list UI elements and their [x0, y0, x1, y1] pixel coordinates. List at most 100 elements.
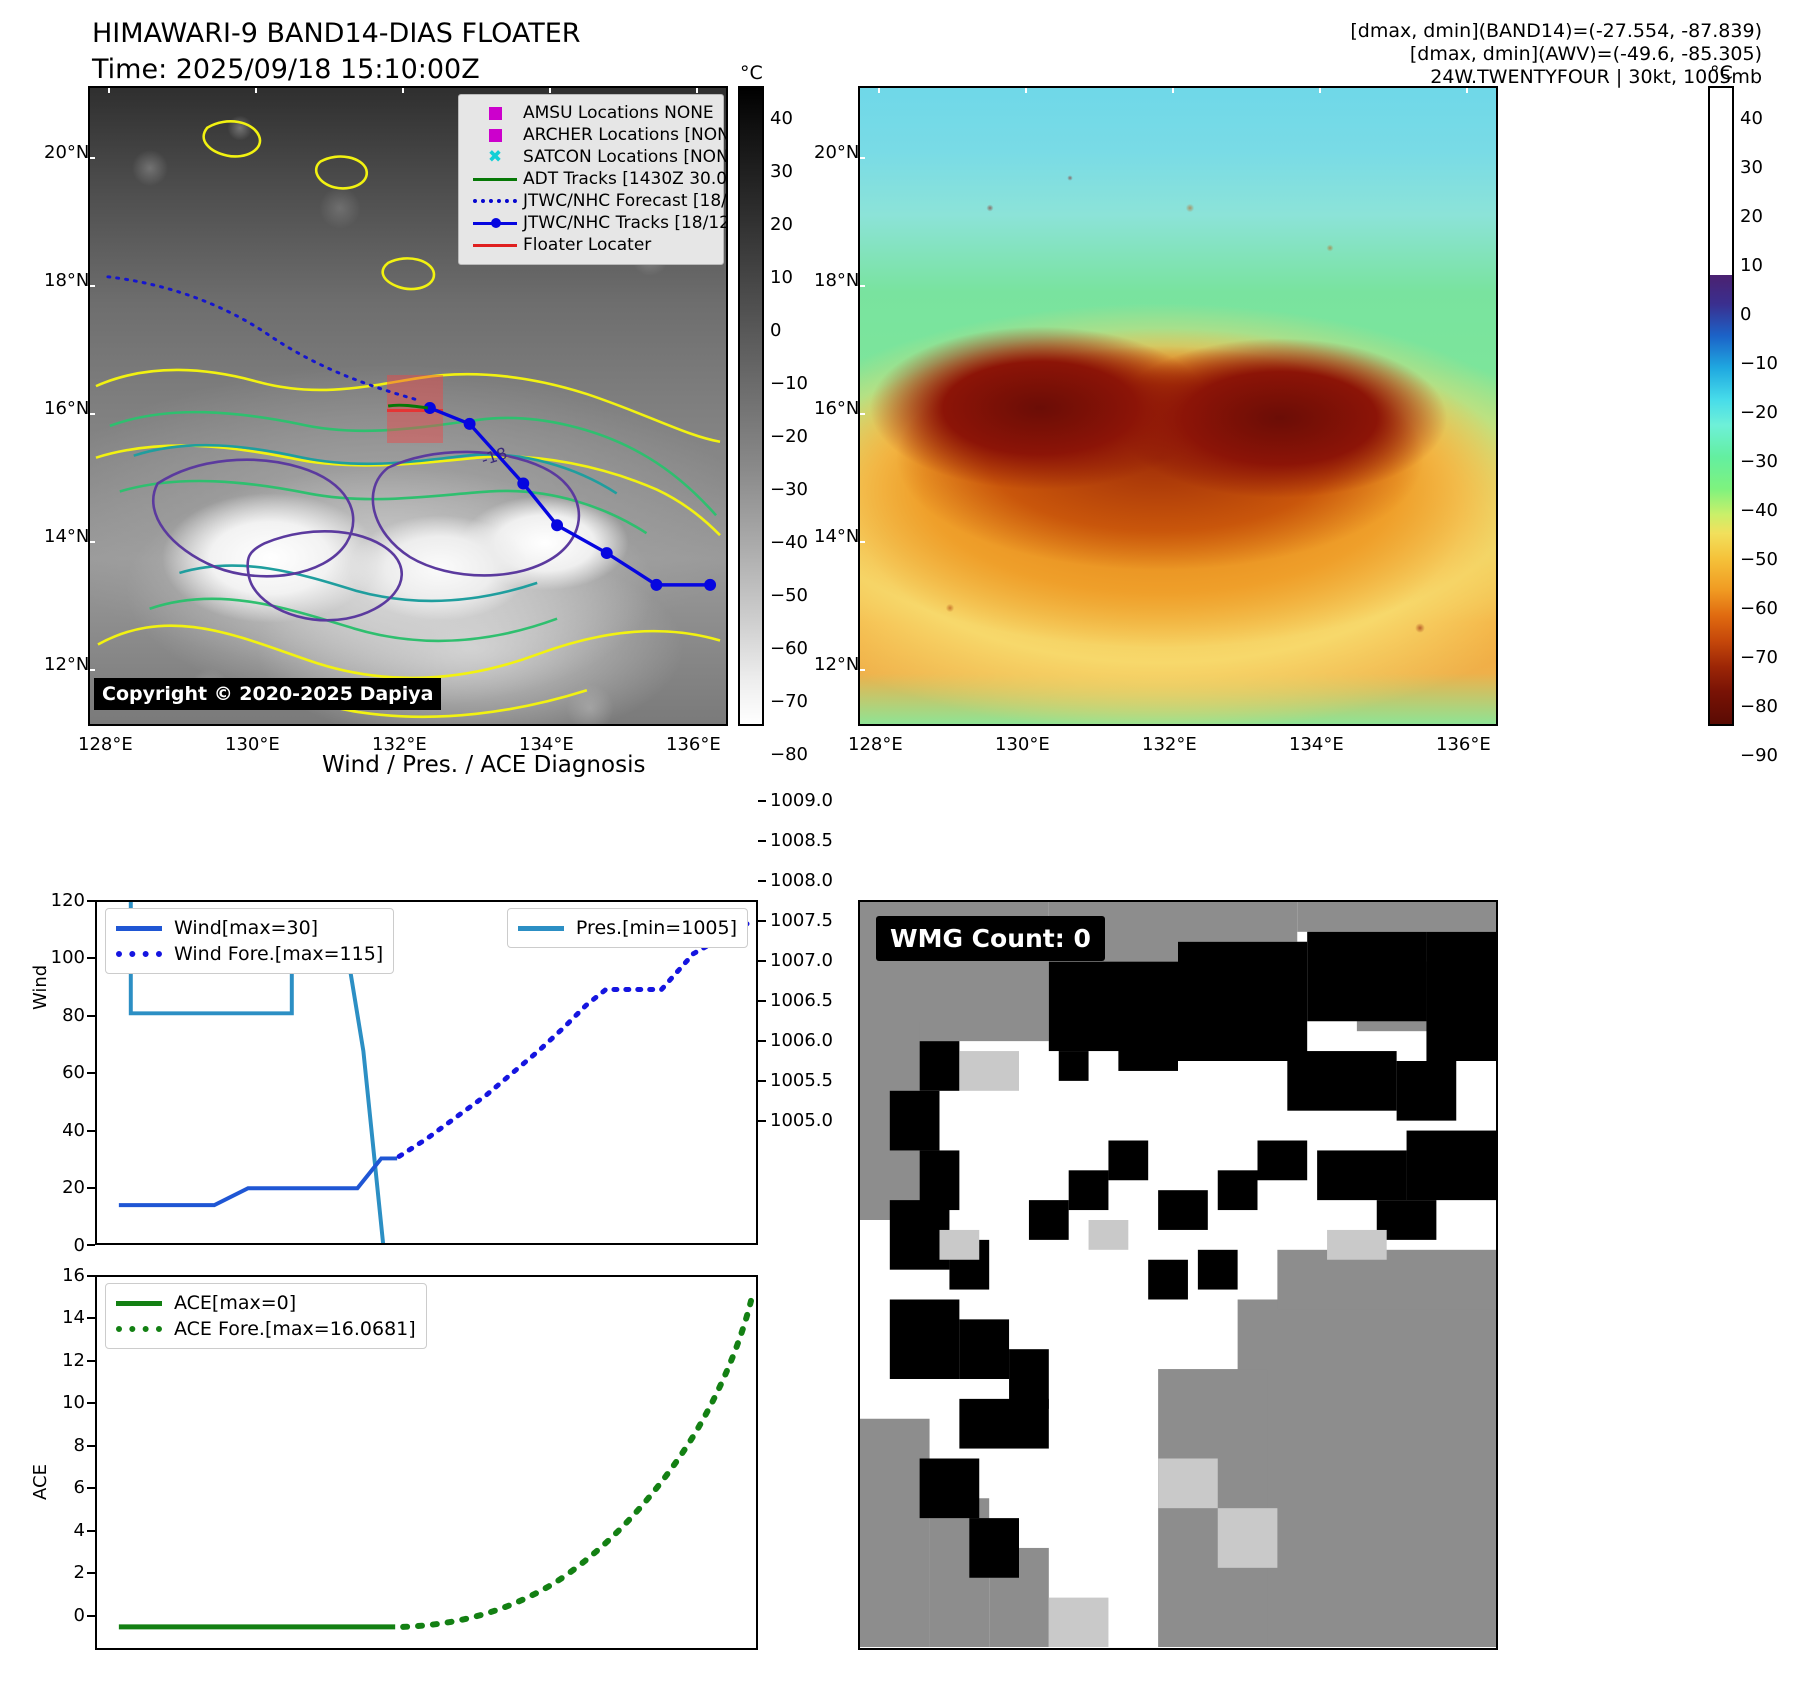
ir-lon-tick: 136°E — [666, 734, 721, 755]
awv-cb-tick: −70 — [1740, 647, 1778, 668]
blue-track-line-icon — [467, 217, 523, 228]
header-dmax-awv: [dmax, dmin](AWV)=(-49.6, -85.305) — [1409, 43, 1762, 65]
magenta-square-icon — [467, 128, 523, 142]
pressure-line — [128, 902, 386, 1243]
red-line-icon — [467, 243, 523, 247]
wind-ytick: 100 — [50, 947, 85, 968]
legend-item-floater-locater: Floater Locater — [467, 234, 715, 256]
legend-label: Floater Locater — [523, 235, 652, 255]
floater-locater-line — [387, 409, 443, 412]
awv-cb-tick: −90 — [1740, 745, 1778, 766]
pressure-ytick: 1007.0 — [770, 950, 833, 971]
wind-ytick: 80 — [62, 1005, 85, 1026]
legend-label: ACE Fore.[max=16.0681] — [174, 1318, 416, 1340]
ace-chart[interactable]: ACE[max=0] ACE Fore.[max=16.0681] — [95, 1275, 758, 1650]
awv-cb-tick: 10 — [1740, 255, 1763, 276]
ir-cb-tick: −50 — [770, 585, 808, 606]
awv-cb-tick: −30 — [1740, 451, 1778, 472]
legend-item-ace-forecast: ACE Fore.[max=16.0681] — [116, 1316, 416, 1342]
ir-lat-tick: 14°N — [44, 526, 90, 547]
ir-lat-tick: 18°N — [44, 270, 90, 291]
pressure-ytick: 1005.5 — [770, 1070, 833, 1091]
page-subtitle-time: Time: 2025/09/18 15:10:00Z — [92, 54, 480, 85]
wind-line — [118, 1156, 398, 1208]
awv-lat-tick: 20°N — [814, 142, 860, 163]
legend-label: Pres.[min=1005] — [575, 917, 737, 939]
ir-colorbar — [738, 86, 764, 726]
awv-cb-tick: 40 — [1740, 108, 1763, 129]
legend-item-satcon: ✖ SATCON Locations [NONE] — [467, 146, 726, 168]
header-storm-id: 24W.TWENTYFOUR | 30kt, 1005mb — [1430, 66, 1762, 88]
awv-colorbar-unit: °C — [1710, 62, 1733, 84]
ace-ytick: 14 — [62, 1307, 85, 1328]
awv-cb-tick: −80 — [1740, 696, 1778, 717]
ir-cb-tick: −70 — [770, 691, 808, 712]
ir-colorbar-unit: °C — [740, 62, 763, 84]
ir-satellite-map[interactable]: -18 AMSU Locations NONE — [88, 86, 728, 726]
ir-lon-tick: 134°E — [519, 734, 574, 755]
awv-lat-tick: 12°N — [814, 654, 860, 675]
ir-lat-tick: 20°N — [44, 142, 90, 163]
ir-cb-tick: 10 — [770, 267, 793, 288]
ace-ytick: 12 — [62, 1350, 85, 1371]
legend-item-pressure: Pres.[min=1005] — [517, 915, 737, 941]
wmg-mosaic — [860, 902, 1496, 1648]
wind-y-axis-label: Wind — [30, 964, 51, 1010]
wmg-count-badge: WMG Count: 0 — [876, 916, 1105, 961]
wind-forecast-line-icon — [116, 951, 174, 957]
ir-cb-tick: 0 — [770, 320, 782, 341]
ir-cb-tick: 40 — [770, 108, 793, 129]
legend-label: JTWC/NHC Tracks [18/1200Z] — [523, 213, 726, 233]
ir-cb-tick: 20 — [770, 214, 793, 235]
ir-cb-tick: 30 — [770, 161, 793, 182]
awv-cb-tick: −60 — [1740, 598, 1778, 619]
copyright-badge: Copyright © 2020-2025 Dapiya — [94, 678, 442, 710]
ir-lon-tick: 128°E — [78, 734, 133, 755]
legend-item-jtwc-forecast: JTWC/NHC Forecast [18/1200Z] — [467, 190, 726, 212]
awv-lat-tick: 18°N — [814, 270, 860, 291]
pressure-legend: Pres.[min=1005] — [506, 908, 748, 948]
legend-label: AMSU Locations NONE — [523, 103, 714, 123]
wmg-panel[interactable]: WMG Count: 0 — [858, 900, 1498, 1650]
wind-series-plot — [118, 902, 750, 1243]
ir-map-legend: AMSU Locations NONE ARCHER Locations [NO… — [458, 94, 726, 265]
ir-lat-tick: 12°N — [44, 654, 90, 675]
legend-item-adt-tracks: ADT Tracks [1430Z 30.0 1010.2] — [467, 168, 726, 190]
legend-label: ADT Tracks [1430Z 30.0 1010.2] — [523, 169, 728, 189]
pressure-ytick: 1005.0 — [770, 1110, 833, 1131]
magenta-square-icon — [467, 106, 523, 120]
ace-ytick: 8 — [73, 1435, 85, 1456]
ir-cb-tick: −10 — [770, 373, 808, 394]
awv-lon-tick: 134°E — [1289, 734, 1344, 755]
pressure-ytick: 1006.5 — [770, 990, 833, 1011]
storm-track-overlay — [106, 275, 717, 591]
wind-legend: Wind[max=30] Wind Fore.[max=115] — [105, 908, 395, 974]
pressure-ytick: 1007.5 — [770, 910, 833, 931]
awv-colorbar — [1708, 86, 1734, 726]
wind-ytick: 40 — [62, 1120, 85, 1141]
wind-forecast-line — [396, 921, 750, 1159]
wind-ytick: 20 — [62, 1177, 85, 1198]
pressure-ytick: 1008.0 — [770, 870, 833, 891]
awv-cb-tick: −50 — [1740, 549, 1778, 570]
awv-lon-tick: 130°E — [995, 734, 1050, 755]
ace-ytick: 16 — [62, 1265, 85, 1286]
wind-ytick: 120 — [50, 890, 85, 911]
awv-cb-tick: 20 — [1740, 206, 1763, 227]
awv-satellite-map[interactable] — [858, 86, 1498, 726]
awv-cb-tick: 0 — [1740, 304, 1752, 325]
legend-label: Wind Fore.[max=115] — [174, 943, 384, 965]
cyan-x-icon: ✖ — [487, 146, 503, 167]
ace-ytick: 4 — [73, 1520, 85, 1541]
pressure-line-icon — [517, 925, 576, 931]
awv-lon-tick: 132°E — [1142, 734, 1197, 755]
awv-hotspots — [860, 88, 1496, 724]
blue-dotted-line-icon — [467, 199, 523, 203]
wind-ytick: 0 — [73, 1235, 85, 1256]
page-title: HIMAWARI-9 BAND14-DIAS FLOATER — [92, 18, 581, 49]
awv-lon-tick: 136°E — [1436, 734, 1491, 755]
wind-pressure-chart[interactable]: Wind[max=30] Wind Fore.[max=115] Pres.[m… — [95, 900, 758, 1245]
ace-ytick: 10 — [62, 1392, 85, 1413]
ace-line-icon — [116, 1300, 174, 1306]
green-line-icon — [467, 177, 523, 181]
